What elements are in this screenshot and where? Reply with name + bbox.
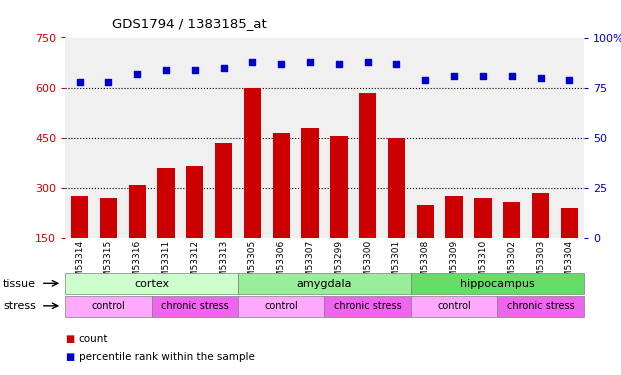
Bar — [273, 133, 290, 238]
Bar — [186, 166, 204, 238]
Bar — [215, 143, 232, 238]
Bar — [129, 184, 146, 238]
Bar — [532, 193, 549, 238]
Point — [190, 67, 200, 73]
Text: ■: ■ — [65, 334, 75, 344]
Point — [219, 64, 229, 70]
Point — [276, 61, 286, 67]
Point — [535, 75, 545, 81]
Bar — [359, 93, 376, 238]
Text: control: control — [265, 301, 298, 311]
Text: control: control — [91, 301, 125, 311]
Bar — [388, 138, 405, 238]
Point — [363, 58, 373, 64]
Text: count: count — [79, 334, 109, 344]
Text: percentile rank within the sample: percentile rank within the sample — [79, 352, 255, 362]
Bar — [100, 198, 117, 238]
Bar — [71, 196, 88, 238]
Text: ■: ■ — [65, 352, 75, 362]
Point — [507, 73, 517, 79]
Text: chronic stress: chronic stress — [334, 301, 402, 311]
Text: amygdala: amygdala — [297, 279, 352, 289]
Bar — [474, 198, 492, 238]
Text: chronic stress: chronic stress — [161, 301, 229, 311]
Point — [305, 58, 315, 64]
Point — [132, 70, 142, 76]
Point — [161, 67, 171, 73]
Point — [420, 76, 430, 82]
Point — [449, 73, 459, 79]
Point — [334, 61, 344, 67]
Text: GDS1794 / 1383185_at: GDS1794 / 1383185_at — [112, 17, 266, 30]
Bar — [445, 196, 463, 238]
Bar — [330, 136, 348, 238]
Point — [391, 61, 401, 67]
Bar — [157, 168, 175, 238]
Text: stress: stress — [3, 301, 36, 311]
Point — [75, 79, 84, 85]
Point — [104, 79, 114, 85]
Text: control: control — [437, 301, 471, 311]
Text: chronic stress: chronic stress — [507, 301, 574, 311]
Text: cortex: cortex — [134, 279, 169, 289]
Bar — [561, 208, 578, 238]
Point — [564, 76, 574, 82]
Bar — [503, 202, 520, 238]
Bar — [301, 128, 319, 238]
Text: hippocampus: hippocampus — [460, 279, 535, 289]
Bar — [244, 88, 261, 238]
Bar — [417, 206, 434, 238]
Text: tissue: tissue — [3, 279, 36, 289]
Point — [478, 73, 488, 79]
Point — [248, 58, 258, 64]
